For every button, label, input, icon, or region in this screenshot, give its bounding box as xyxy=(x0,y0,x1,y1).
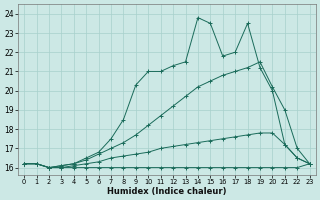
X-axis label: Humidex (Indice chaleur): Humidex (Indice chaleur) xyxy=(107,187,227,196)
